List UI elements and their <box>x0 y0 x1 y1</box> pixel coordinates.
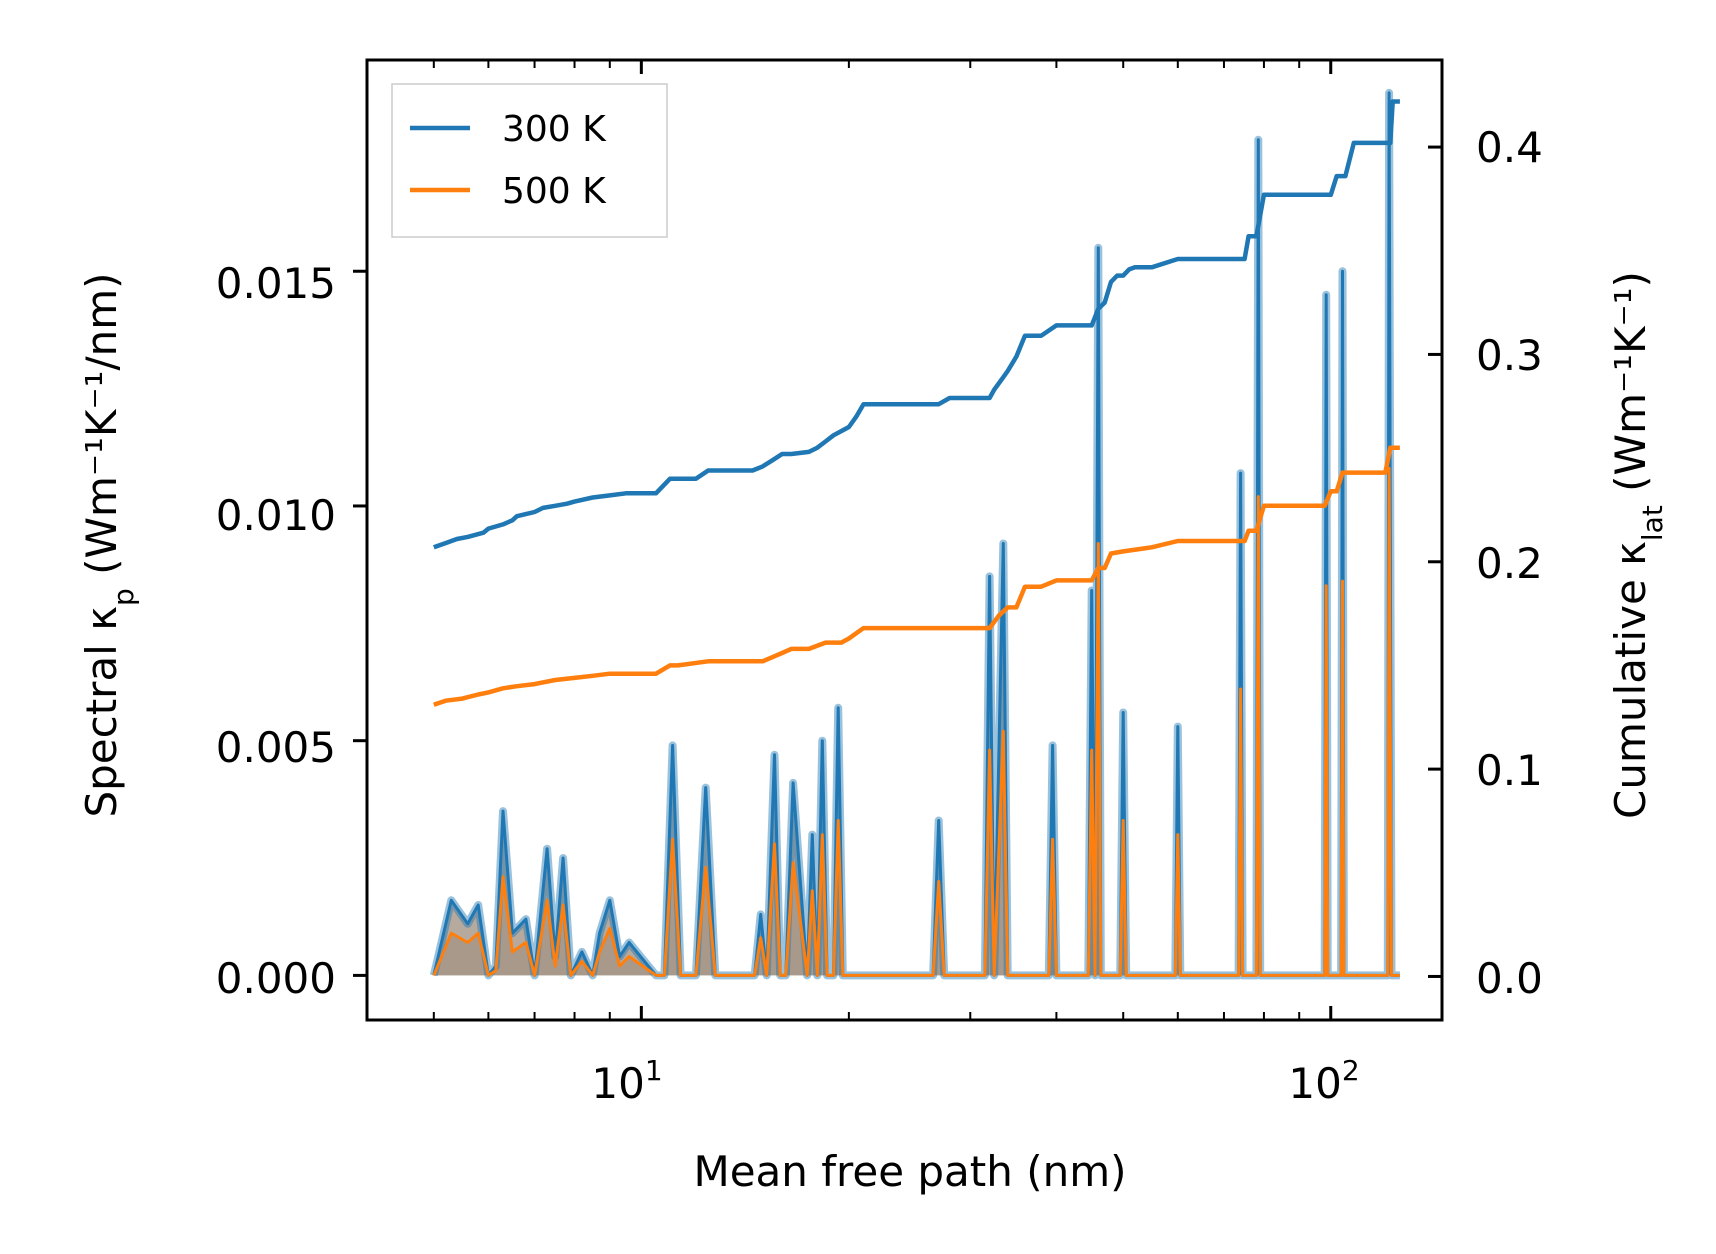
axes-layer <box>353 58 1444 1022</box>
y-right-tick-label: 0.0 <box>1476 954 1543 1003</box>
spectral-line-500k <box>432 466 1400 977</box>
y-left-label-sub: p <box>107 588 140 606</box>
x-tick-label-100-exp: 2 <box>1342 1054 1360 1087</box>
spectral-series-layer <box>429 88 1400 980</box>
cumulative-line-300k <box>433 99 1400 550</box>
y-right-tick-label: 0.3 <box>1476 331 1543 380</box>
y-left-label-units: (Wm⁻¹K⁻¹/nm) <box>77 272 126 588</box>
y-right-tick-label: 0.2 <box>1476 539 1543 588</box>
cumulative-line-500k <box>433 445 1400 707</box>
x-tick-label-10-exp: 1 <box>645 1054 663 1087</box>
x-axis-label: Mean free path (nm) <box>693 1147 1126 1196</box>
cumulative-series-layer <box>433 99 1400 707</box>
x-tick-label-10: 101 <box>591 1054 662 1108</box>
legend-label-300k: 300 K <box>502 109 607 150</box>
legend-frame <box>391 83 668 238</box>
y-right-label-main: Cumulative κ <box>1606 541 1655 819</box>
x-tick-label-100-base: 10 <box>1288 1059 1341 1108</box>
y-left-label-main: Spectral κ <box>77 606 126 818</box>
y-axis-label-left: Spectral κp (Wm⁻¹K⁻¹/nm) <box>77 272 140 817</box>
y-axis-label-right: Cumulative κlat (Wm⁻¹K⁻¹) <box>1606 271 1669 819</box>
x-tick-label-10-base: 10 <box>591 1059 644 1108</box>
y-left-tick-label: 0.010 <box>216 491 336 540</box>
y-right-tick-label: 0.1 <box>1476 746 1543 795</box>
y-right-label-units: (Wm⁻¹K⁻¹) <box>1606 271 1655 505</box>
legend-label-500k: 500 K <box>502 171 607 212</box>
y-left-tick-label: 0.005 <box>216 723 336 772</box>
y-right-tick-label: 0.4 <box>1476 123 1543 172</box>
x-tick-label-100: 102 <box>1288 1054 1359 1108</box>
y-right-label-sub: lat <box>1636 505 1669 541</box>
y-left-tick-label: 0.015 <box>216 259 336 308</box>
y-left-tick-label: 0.000 <box>216 954 336 1003</box>
plot-frame <box>365 58 1444 1022</box>
legend: 300 K 500 K <box>391 83 668 238</box>
